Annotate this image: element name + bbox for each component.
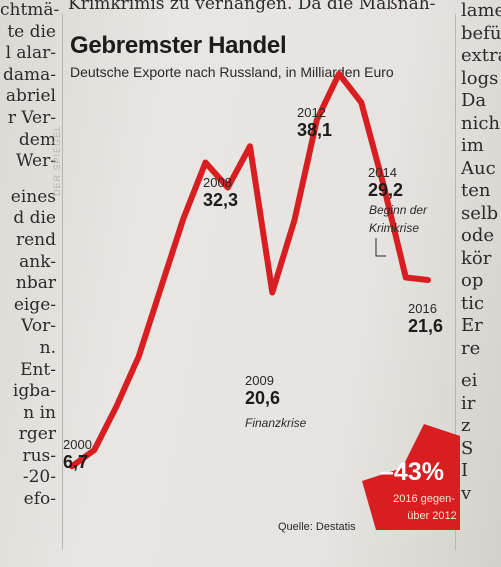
series-line-layer — [69, 70, 431, 470]
annotation-year-2016: 2016 — [408, 301, 437, 316]
article-line: rger — [18, 424, 56, 445]
decline-badge-note-line2: über 2012 — [407, 510, 457, 522]
article-line: kör — [461, 247, 492, 269]
article-line: te die — [7, 21, 56, 42]
annotation-value-2012: 38,1 — [297, 120, 332, 140]
article-line: Vor- — [21, 316, 56, 337]
article-column-right: lamenbefüextralogsDanichimAuctenselbodek… — [457, 0, 501, 567]
article-line: ten — [461, 180, 491, 201]
annotation-year-2008: 2008 — [203, 175, 232, 190]
article-line: nich — [461, 112, 501, 134]
article-top-line-text: Krimkrimis zu verhängen. Da die Maßnah- — [68, 0, 436, 14]
annotation-value-2014: 29,2 — [368, 180, 403, 200]
article-line: n. — [39, 337, 56, 358]
article-line: I — [461, 460, 469, 481]
annotation-note-line: Krimkrise — [369, 221, 419, 235]
article-line: chtmä- — [0, 0, 60, 20]
chart-title: Gebremster Handel — [70, 32, 287, 59]
article-line: Er — [461, 315, 483, 336]
article-line: dama- — [2, 64, 56, 85]
annotation-year-2014: 2014 — [368, 165, 397, 180]
article-top-line: Krimkrimis zu verhängen. Da die Maßnah- — [68, 0, 450, 14]
article-line: befü — [461, 22, 501, 44]
article-line: Wer- — [15, 151, 56, 172]
annotation-value-2009: 20,6 — [245, 388, 280, 408]
article-line: ei — [461, 370, 478, 391]
article-line: rend — [15, 229, 56, 250]
article-line: abriel — [5, 86, 56, 107]
annotation-year-2009: 2009 — [245, 373, 274, 388]
article-line: Da — [461, 90, 487, 111]
article-line: extra — [461, 45, 501, 66]
article-column-left: chtmä-te die l alar-dama-abriel r Ver-dem W… — [0, 0, 60, 567]
annotation-value-2008: 32,3 — [203, 190, 238, 210]
decline-badge: –43% 2016 gegen- über 2012 — [362, 424, 460, 530]
article-line: Auc — [461, 157, 496, 179]
article-line: l alar- — [5, 43, 56, 64]
annotation-note-line: Beginn der — [369, 203, 428, 217]
article-line: d die — [13, 208, 56, 229]
article-line: logs — [461, 67, 499, 89]
krimkrise-leader-line — [375, 238, 386, 257]
chart-subtitle: Deutsche Exporte nach Russland, in Milli… — [70, 64, 394, 80]
annotation-note-2014: Beginn der Krimkrise — [369, 203, 428, 235]
article-line: ode — [461, 225, 495, 246]
annotation-value-2016: 21,6 — [408, 316, 443, 336]
article-line: v — [461, 482, 472, 504]
decline-badge-arrow — [362, 424, 460, 530]
article-line: rus- — [22, 445, 56, 466]
article-line: efo- — [23, 489, 56, 510]
article-line: op — [461, 270, 484, 291]
article-line: re — [461, 337, 481, 359]
article-line: eige- — [13, 294, 56, 315]
article-line: selb — [461, 202, 499, 224]
article-line: S — [461, 437, 474, 459]
article-line: dem — [18, 129, 56, 150]
article-line: r Ver- — [7, 107, 56, 128]
article-line: igba- — [12, 381, 56, 402]
article-line: z — [461, 415, 471, 436]
column-rule-right — [455, 14, 456, 550]
decline-badge-value: –43% — [380, 458, 444, 486]
annotation-year-2012: 2012 — [297, 105, 326, 120]
annotation-value-2000: 6,7 — [63, 452, 88, 472]
article-line: nbar — [15, 273, 56, 294]
decline-badge-note-line1: 2016 gegen- — [393, 493, 455, 505]
annotation-note-line: Finanzkrise — [245, 416, 307, 430]
article-line: im — [461, 135, 484, 156]
article-line: Ent- — [20, 359, 56, 380]
article-line: n in — [23, 402, 56, 423]
article-line: eines — [10, 186, 56, 207]
article-line: ir — [461, 392, 476, 414]
article-line: ank- — [19, 251, 56, 272]
chart-source: Quelle: Destatis — [278, 521, 356, 533]
article-line: lamen — [461, 0, 501, 21]
column-rule-left — [62, 14, 63, 550]
annotation-year-2000: 2000 — [63, 437, 92, 452]
article-line: tic — [461, 292, 485, 314]
annotation-note-2009: Finanzkrise — [245, 416, 307, 430]
article-line: -20- — [22, 467, 56, 488]
